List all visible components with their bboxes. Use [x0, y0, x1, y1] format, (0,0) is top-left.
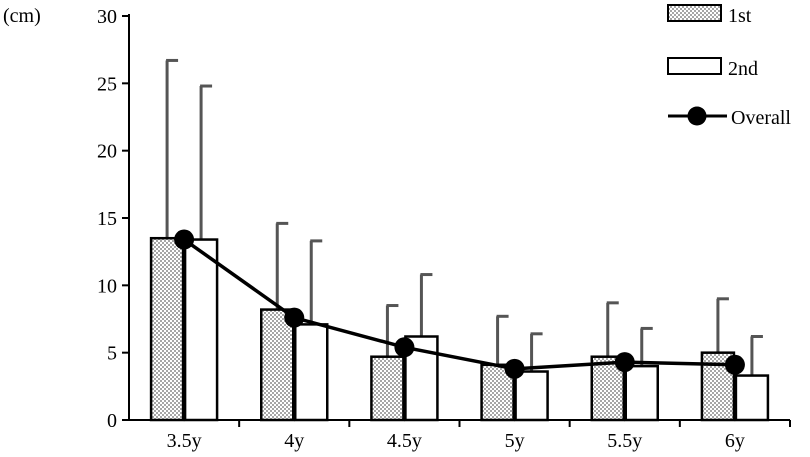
y-tick-label: 25	[97, 73, 117, 95]
bar-2nd	[624, 364, 659, 422]
y-tick-label: 10	[97, 275, 117, 297]
legend-label-2nd: 2nd	[728, 58, 758, 80]
y-axis-ticks: 0 5 10 15 20 25 30	[97, 6, 129, 432]
bar-2nd	[514, 370, 549, 422]
y-axis-label: (cm)	[3, 5, 41, 27]
y-tick-label: 30	[97, 6, 117, 28]
legend-marker-overall	[687, 106, 707, 126]
x-tick-label: 5y	[505, 430, 525, 452]
axes	[128, 14, 790, 421]
bars	[149, 236, 770, 422]
x-tick-label: 3.5y	[167, 430, 202, 452]
overall-point	[284, 307, 305, 328]
x-tick-label: 4y	[284, 430, 304, 452]
bar-1st	[370, 355, 405, 422]
x-axis-ticks: 3.5y 4y 4.5y 5y 5.5y 6y	[167, 420, 791, 452]
legend-label-1st: 1st	[728, 5, 752, 27]
y-tick-label: 20	[97, 141, 117, 163]
overall-series-line	[183, 238, 735, 371]
y-tick-label: 15	[97, 208, 117, 230]
error-bars	[165, 58, 763, 376]
x-tick-label: 5.5y	[607, 430, 642, 452]
bar-1st	[149, 236, 185, 422]
overall-point	[504, 358, 525, 379]
x-tick-label: 4.5y	[387, 430, 422, 452]
legend-swatch-1st	[667, 4, 722, 22]
legend: 1st 2nd Overall	[667, 4, 791, 129]
overall-point	[174, 229, 195, 250]
bar-1st	[260, 308, 295, 422]
y-tick-label: 0	[107, 410, 117, 432]
bar-2nd	[734, 374, 770, 422]
overall-line	[174, 229, 745, 379]
legend-swatch-2nd	[667, 57, 722, 75]
y-tick-label: 5	[107, 343, 117, 365]
bar-2nd	[294, 323, 329, 422]
overall-point	[394, 337, 415, 358]
legend-label-overall: Overall	[731, 107, 791, 129]
overall-point	[614, 352, 635, 373]
bar-2nd	[183, 238, 219, 422]
x-tick-label: 6y	[725, 430, 745, 452]
overall-point	[724, 354, 745, 375]
